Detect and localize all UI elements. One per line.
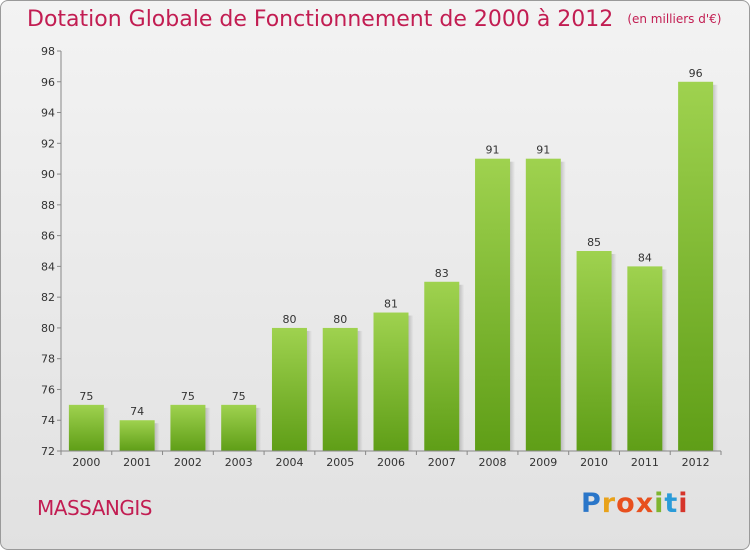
y-tick-label: 86 <box>41 230 55 243</box>
x-tick-label: 2001 <box>123 456 151 469</box>
x-tick-label: 2009 <box>529 456 557 469</box>
brand-letter: r <box>601 488 617 519</box>
y-tick-label: 94 <box>41 107 55 120</box>
bars: 75 74 75 75 80 80 81 83 91 91 85 84 96 <box>68 67 719 452</box>
x-tick-label: 2003 <box>225 456 253 469</box>
bar-shadow <box>713 84 719 452</box>
bar <box>475 158 511 451</box>
bar-shadow <box>306 330 312 451</box>
bar <box>576 251 612 451</box>
x-tick-label: 2004 <box>275 456 303 469</box>
bar <box>271 327 307 451</box>
bar <box>424 281 460 451</box>
x-axis: 2000 2001 2002 2003 2004 2005 2006 2007 2008 2009… <box>60 450 722 469</box>
brand-logo: Proxiti <box>581 488 689 519</box>
brand-letter: o <box>616 488 636 519</box>
bar <box>322 327 358 451</box>
brand-letter: i <box>654 488 665 519</box>
bar-value-label: 81 <box>384 298 398 311</box>
chart-title-text: Dotation Globale de Fonctionnement de 20… <box>27 7 614 32</box>
x-tick-label: 2010 <box>580 456 608 469</box>
bar-shadow <box>205 407 211 451</box>
bar-shadow <box>103 407 109 451</box>
bar-shadow <box>408 315 414 451</box>
y-tick-label: 84 <box>41 260 55 273</box>
brand-letter: x <box>635 488 655 519</box>
y-tick-label: 80 <box>41 322 55 335</box>
bar-shadow <box>256 407 262 451</box>
bar-value-label: 83 <box>435 267 449 280</box>
x-tick-label: 2006 <box>377 456 405 469</box>
y-tick-label: 88 <box>41 199 55 212</box>
x-tick-label: 2012 <box>682 456 710 469</box>
bar-value-label: 96 <box>689 67 703 80</box>
chart-unit: (en milliers d'€) <box>627 12 722 26</box>
bar-shadow <box>662 269 668 451</box>
bar <box>68 404 104 451</box>
y-tick-label: 98 <box>41 45 55 58</box>
y-tick-label: 76 <box>41 383 55 396</box>
bar <box>170 404 206 451</box>
x-tick-label: 2011 <box>631 456 659 469</box>
bar-shadow <box>154 423 160 451</box>
bar <box>525 158 561 451</box>
bar-value-label: 85 <box>587 236 601 249</box>
brand-letter: i <box>678 488 689 519</box>
bar-value-label: 75 <box>232 390 246 403</box>
y-tick-label: 72 <box>41 445 55 458</box>
bar-shadow <box>611 254 617 451</box>
bar-value-label: 80 <box>282 313 296 326</box>
bar-value-label: 80 <box>333 313 347 326</box>
bar <box>119 420 155 451</box>
y-tick-label: 96 <box>41 76 55 89</box>
bar-shadow <box>510 161 516 451</box>
y-tick-label: 92 <box>41 137 55 150</box>
bar-value-label: 75 <box>79 390 93 403</box>
bar-value-label: 84 <box>638 251 652 264</box>
bar-value-label: 75 <box>181 390 195 403</box>
y-tick-label: 82 <box>41 291 55 304</box>
bar-shadow <box>560 161 566 451</box>
commune-name: MASSANGIS <box>37 496 152 520</box>
bar-value-label: 74 <box>130 405 144 418</box>
x-tick-label: 2008 <box>479 456 507 469</box>
y-tick-label: 78 <box>41 353 55 366</box>
y-tick-label: 74 <box>41 414 55 427</box>
bar <box>373 312 409 451</box>
bar-value-label: 91 <box>536 144 550 157</box>
x-tick-label: 2002 <box>174 456 202 469</box>
brand-letter: t <box>664 488 679 519</box>
bar-value-label: 91 <box>486 144 500 157</box>
x-tick-label: 2005 <box>326 456 354 469</box>
bar <box>678 81 714 452</box>
y-tick-label: 90 <box>41 168 55 181</box>
y-axis: 72 74 76 78 80 82 84 86 88 90 92 94 96 98 <box>41 45 62 458</box>
bar <box>627 266 663 451</box>
bar-shadow <box>357 330 363 451</box>
bar <box>221 404 257 451</box>
x-tick-label: 2000 <box>72 456 100 469</box>
x-tick-label: 2007 <box>428 456 456 469</box>
bar-shadow <box>459 284 465 451</box>
brand-letter: P <box>581 488 602 519</box>
chart-title: Dotation Globale de Fonctionnement de 20… <box>27 7 721 32</box>
